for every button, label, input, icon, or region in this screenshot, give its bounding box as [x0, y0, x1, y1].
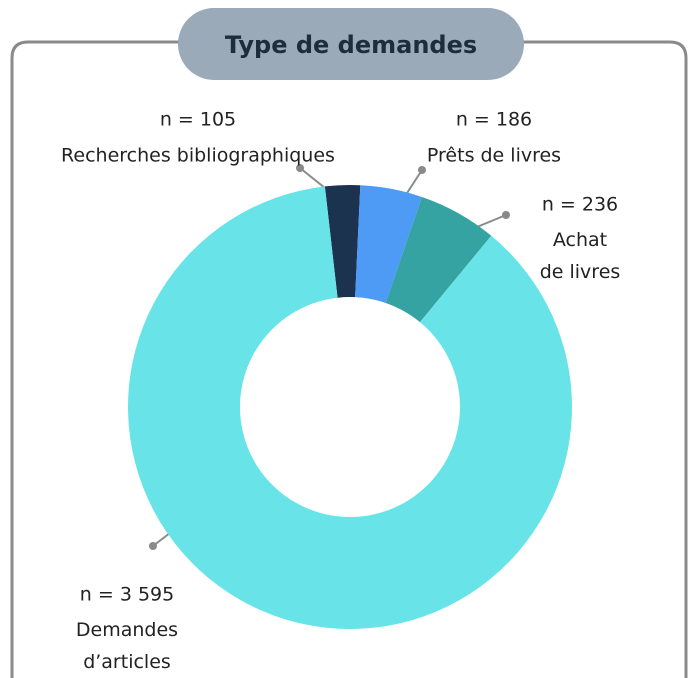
category-label: Recherches bibliographiques — [61, 145, 335, 167]
donut-segment — [385, 196, 492, 323]
category-label: Achat de livres — [540, 229, 621, 283]
value-label: n = 105 — [160, 109, 236, 131]
donut-segment — [324, 185, 361, 298]
donut-segment — [355, 185, 422, 303]
value-label: n = 186 — [456, 109, 532, 131]
value-label: n = 3 595 — [80, 584, 174, 606]
value-label: n = 236 — [542, 194, 618, 216]
category-label: Demandes d’articles — [76, 619, 178, 673]
title-pill — [178, 8, 524, 80]
donut-segment — [128, 186, 572, 629]
chart-title: Type de demandes — [225, 31, 477, 59]
category-label: Prêts de livres — [427, 145, 561, 167]
